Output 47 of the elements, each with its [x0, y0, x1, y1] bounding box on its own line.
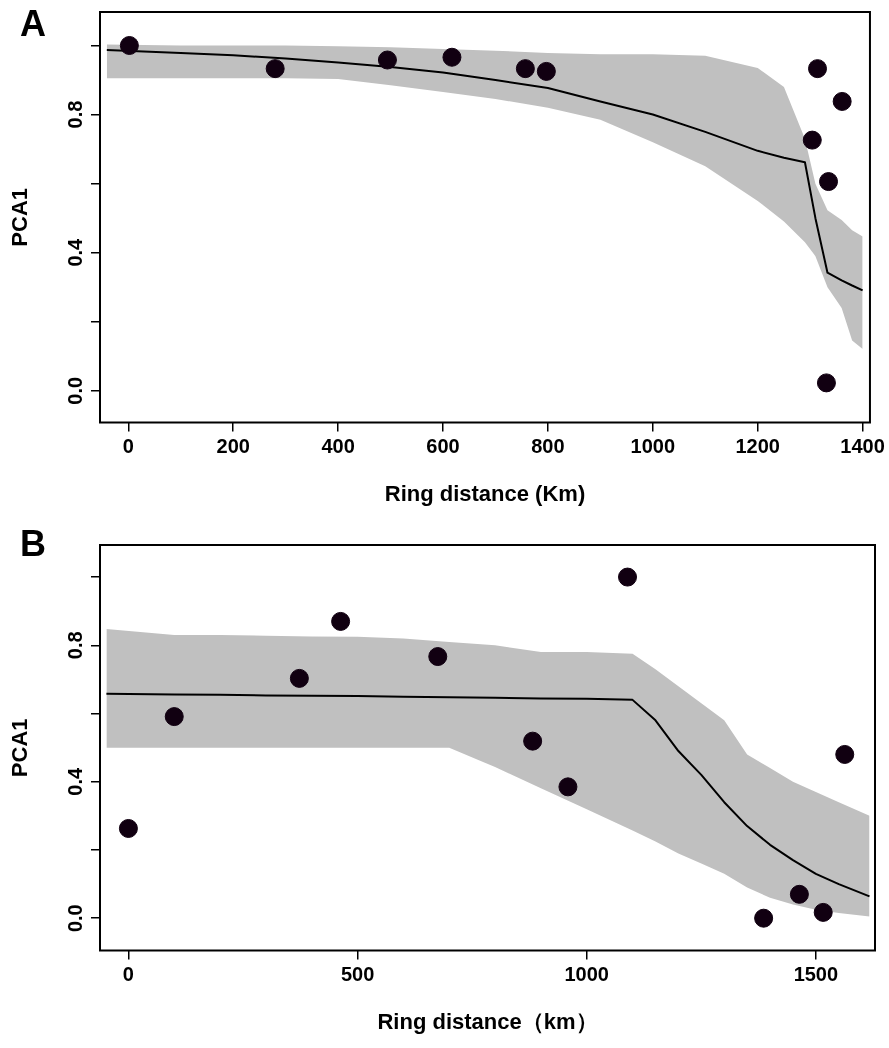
- point: [164, 707, 184, 727]
- point: [802, 130, 822, 150]
- point: [265, 59, 285, 79]
- point: [523, 731, 543, 751]
- point: [377, 50, 397, 70]
- point: [515, 59, 535, 79]
- point: [813, 902, 833, 922]
- y-tick-label: 0.0: [63, 904, 86, 933]
- x-tick-label: 500: [340, 963, 375, 986]
- y-tick-label: 0.8: [63, 100, 86, 129]
- point: [118, 818, 138, 838]
- point: [289, 668, 309, 688]
- point: [832, 91, 852, 111]
- point: [536, 61, 556, 81]
- point: [816, 373, 836, 393]
- y-tick-label: 0.4: [63, 237, 86, 267]
- x-tick-label: 1000: [630, 435, 676, 458]
- x-tick-label: 400: [321, 435, 355, 458]
- point: [754, 908, 774, 928]
- y-axis-title: PCA1: [7, 187, 33, 247]
- x-tick-label: 0: [122, 963, 134, 986]
- x-tick-label: 200: [216, 435, 250, 458]
- x-tick-label: 600: [426, 435, 460, 458]
- x-tick-label: 0: [122, 435, 134, 458]
- point: [442, 47, 462, 67]
- point: [331, 611, 351, 631]
- point: [789, 884, 809, 904]
- point: [558, 777, 578, 797]
- point: [808, 59, 828, 79]
- point: [835, 744, 855, 764]
- x-tick-label: 1500: [793, 963, 839, 986]
- y-axis-title: PCA1: [7, 718, 33, 778]
- x-tick-label: 1000: [564, 963, 609, 986]
- point: [618, 567, 638, 587]
- x-axis-title: Ring distance (Km): [384, 480, 586, 506]
- x-tick-label: 1400: [840, 435, 885, 458]
- y-tick-label: 0.4: [63, 766, 86, 796]
- point: [119, 36, 139, 55]
- y-tick-label: 0.8: [63, 631, 86, 660]
- y-tick-label: 0.0: [63, 376, 86, 405]
- chart-title: B: [20, 522, 46, 564]
- point: [428, 647, 448, 667]
- x-tick-label: 800: [531, 435, 565, 458]
- x-axis-title: Ring distance（km）: [377, 1008, 598, 1034]
- point: [819, 172, 839, 192]
- chart-title: A: [20, 2, 46, 44]
- x-tick-label: 1200: [735, 435, 780, 458]
